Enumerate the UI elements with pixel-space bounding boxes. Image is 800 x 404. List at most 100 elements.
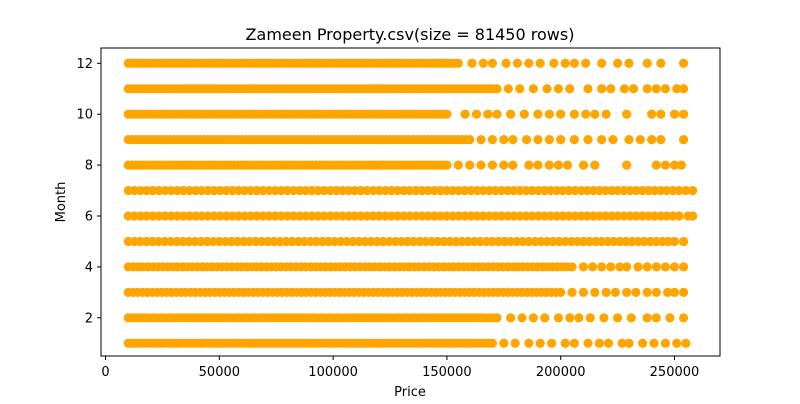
x-tick-label: 0 xyxy=(101,365,109,380)
data-point xyxy=(524,338,534,348)
data-point xyxy=(467,58,477,68)
data-point xyxy=(542,84,552,94)
data-point xyxy=(565,84,575,94)
data-point xyxy=(663,287,673,297)
data-point xyxy=(524,58,534,68)
data-point xyxy=(622,262,632,272)
data-point xyxy=(678,135,689,145)
data-point xyxy=(597,84,607,94)
data-point xyxy=(574,313,584,323)
data-point xyxy=(674,211,684,221)
x-axis: 0 50000 100000 150000 200000 250000 xyxy=(101,356,699,380)
data-point xyxy=(524,160,534,170)
data-point xyxy=(549,58,559,68)
data-point xyxy=(483,109,493,119)
x-tick-label: 150000 xyxy=(422,365,472,380)
data-point xyxy=(597,58,607,68)
data-point xyxy=(642,313,652,323)
data-point xyxy=(487,58,498,68)
data-point xyxy=(669,236,680,247)
data-point xyxy=(535,58,545,68)
data-point xyxy=(578,287,589,297)
data-point xyxy=(506,109,516,119)
data-point xyxy=(590,287,600,297)
y-axis-label: Month xyxy=(54,182,69,223)
data-point xyxy=(492,109,502,119)
y-tick-label: 8 xyxy=(85,159,93,174)
data-point xyxy=(569,135,579,145)
data-point xyxy=(678,262,689,272)
data-point xyxy=(567,262,577,272)
data-point xyxy=(569,58,579,68)
y-tick-label: 10 xyxy=(76,108,93,123)
data-point xyxy=(622,287,632,297)
data-point xyxy=(651,313,661,323)
data-point xyxy=(487,135,498,145)
data-point xyxy=(556,109,566,119)
data-point xyxy=(638,338,648,348)
data-point xyxy=(533,160,543,170)
data-point xyxy=(669,160,680,170)
data-point xyxy=(688,185,698,196)
data-point xyxy=(688,211,698,221)
data-point xyxy=(453,58,463,68)
data-point xyxy=(651,287,661,297)
data-point xyxy=(556,287,566,297)
data-point xyxy=(476,160,486,170)
data-point xyxy=(501,58,511,68)
data-point xyxy=(642,287,652,297)
data-point xyxy=(560,338,570,348)
data-point xyxy=(642,84,652,94)
data-point xyxy=(649,338,659,348)
data-point xyxy=(585,313,595,323)
data-point xyxy=(619,84,630,94)
data-point xyxy=(515,84,525,94)
data-point xyxy=(672,338,682,348)
plot-points xyxy=(123,58,698,348)
data-point xyxy=(626,313,636,323)
data-point xyxy=(528,84,538,94)
data-point xyxy=(533,109,543,119)
data-point xyxy=(656,58,666,68)
data-point xyxy=(601,109,611,119)
data-point xyxy=(492,313,502,323)
data-point xyxy=(569,109,579,119)
data-point xyxy=(535,338,545,348)
data-point xyxy=(674,185,684,196)
data-point xyxy=(533,135,543,145)
data-point xyxy=(642,262,652,272)
data-point xyxy=(672,84,682,94)
data-point xyxy=(465,160,475,170)
data-point xyxy=(642,58,652,68)
data-point xyxy=(608,135,618,145)
data-point xyxy=(678,287,689,297)
data-point xyxy=(647,109,657,119)
data-point xyxy=(678,109,689,119)
data-point xyxy=(622,160,632,170)
data-point xyxy=(624,135,634,145)
data-point xyxy=(471,109,482,119)
data-point xyxy=(487,160,498,170)
data-point xyxy=(678,84,689,94)
data-point xyxy=(553,313,564,323)
data-point xyxy=(487,338,498,348)
data-point xyxy=(610,287,620,297)
data-point xyxy=(681,185,691,196)
data-point xyxy=(569,338,579,348)
data-point xyxy=(528,313,538,323)
y-tick-label: 2 xyxy=(85,311,93,326)
data-point xyxy=(556,135,566,145)
data-point xyxy=(681,338,691,348)
data-point xyxy=(665,313,675,323)
data-point xyxy=(594,338,604,348)
data-point xyxy=(512,58,523,68)
data-point xyxy=(597,262,607,272)
data-point xyxy=(624,58,634,68)
data-point xyxy=(544,109,554,119)
data-point xyxy=(583,135,593,145)
data-point xyxy=(503,84,513,94)
data-point xyxy=(651,160,661,170)
data-point xyxy=(622,109,632,119)
